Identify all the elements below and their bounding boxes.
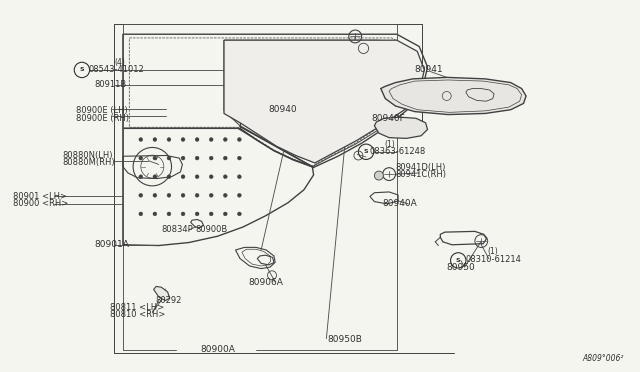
Text: S: S bbox=[456, 258, 461, 263]
Circle shape bbox=[167, 212, 171, 216]
Circle shape bbox=[209, 193, 213, 197]
Circle shape bbox=[181, 175, 185, 179]
Text: 80900 <RH>: 80900 <RH> bbox=[13, 199, 68, 208]
Circle shape bbox=[237, 175, 241, 179]
Circle shape bbox=[167, 138, 171, 141]
Circle shape bbox=[237, 138, 241, 141]
Circle shape bbox=[139, 193, 143, 197]
Text: 80811 <LH>: 80811 <LH> bbox=[110, 303, 164, 312]
Circle shape bbox=[223, 175, 227, 179]
Text: 80900A: 80900A bbox=[200, 345, 235, 354]
Circle shape bbox=[153, 175, 157, 179]
Polygon shape bbox=[381, 77, 526, 115]
Circle shape bbox=[195, 193, 199, 197]
Polygon shape bbox=[154, 286, 170, 301]
Circle shape bbox=[153, 156, 157, 160]
Text: A809°006²: A809°006² bbox=[582, 354, 624, 363]
Circle shape bbox=[181, 138, 185, 141]
Text: 80940: 80940 bbox=[269, 105, 298, 114]
Circle shape bbox=[223, 138, 227, 141]
Text: (1): (1) bbox=[384, 140, 395, 149]
Text: 08363-61248: 08363-61248 bbox=[370, 147, 426, 156]
Text: 80940F: 80940F bbox=[371, 114, 405, 123]
Circle shape bbox=[153, 193, 157, 197]
Text: 80901 <LH>: 80901 <LH> bbox=[13, 192, 67, 201]
Circle shape bbox=[167, 193, 171, 197]
Text: S: S bbox=[364, 149, 369, 154]
Text: 80941C(RH): 80941C(RH) bbox=[396, 170, 447, 179]
Circle shape bbox=[153, 138, 157, 141]
Polygon shape bbox=[374, 117, 428, 138]
Circle shape bbox=[167, 175, 171, 179]
Text: 80901A: 80901A bbox=[95, 240, 129, 249]
Polygon shape bbox=[224, 40, 424, 163]
Text: (4): (4) bbox=[114, 58, 125, 67]
Circle shape bbox=[139, 212, 143, 216]
Text: 08310-61214: 08310-61214 bbox=[466, 255, 522, 264]
Circle shape bbox=[223, 193, 227, 197]
Circle shape bbox=[223, 156, 227, 160]
Circle shape bbox=[181, 212, 185, 216]
Circle shape bbox=[195, 212, 199, 216]
Text: 80941D(LH): 80941D(LH) bbox=[396, 163, 446, 172]
Text: 80880N(LH): 80880N(LH) bbox=[63, 151, 113, 160]
Text: (1): (1) bbox=[488, 247, 499, 256]
Circle shape bbox=[139, 156, 143, 160]
Circle shape bbox=[209, 138, 213, 141]
Circle shape bbox=[209, 212, 213, 216]
Circle shape bbox=[209, 175, 213, 179]
Circle shape bbox=[237, 156, 241, 160]
Text: 80911B: 80911B bbox=[95, 80, 127, 89]
Text: 80292: 80292 bbox=[155, 296, 181, 305]
Text: 80950B: 80950B bbox=[328, 335, 362, 344]
Circle shape bbox=[181, 156, 185, 160]
Text: 80880M(RH): 80880M(RH) bbox=[63, 158, 115, 167]
Text: 80810 <RH>: 80810 <RH> bbox=[110, 310, 166, 319]
Text: 80950: 80950 bbox=[447, 263, 476, 272]
Text: 08543-41012: 08543-41012 bbox=[88, 65, 144, 74]
Circle shape bbox=[195, 138, 199, 141]
Circle shape bbox=[209, 156, 213, 160]
Circle shape bbox=[181, 193, 185, 197]
Circle shape bbox=[195, 156, 199, 160]
Text: 80834P: 80834P bbox=[161, 225, 193, 234]
Circle shape bbox=[237, 212, 241, 216]
Circle shape bbox=[237, 193, 241, 197]
Text: 80906A: 80906A bbox=[248, 278, 283, 287]
Text: 80900E (LH): 80900E (LH) bbox=[76, 106, 127, 115]
Circle shape bbox=[139, 138, 143, 141]
Text: 80900B: 80900B bbox=[195, 225, 227, 234]
Text: 80940A: 80940A bbox=[383, 199, 417, 208]
Circle shape bbox=[223, 212, 227, 216]
Circle shape bbox=[139, 175, 143, 179]
Circle shape bbox=[374, 171, 383, 180]
Text: S: S bbox=[79, 67, 84, 73]
Circle shape bbox=[153, 212, 157, 216]
Circle shape bbox=[195, 175, 199, 179]
Text: 80941: 80941 bbox=[415, 65, 444, 74]
Circle shape bbox=[167, 156, 171, 160]
Text: 80900E (RH): 80900E (RH) bbox=[76, 114, 129, 123]
